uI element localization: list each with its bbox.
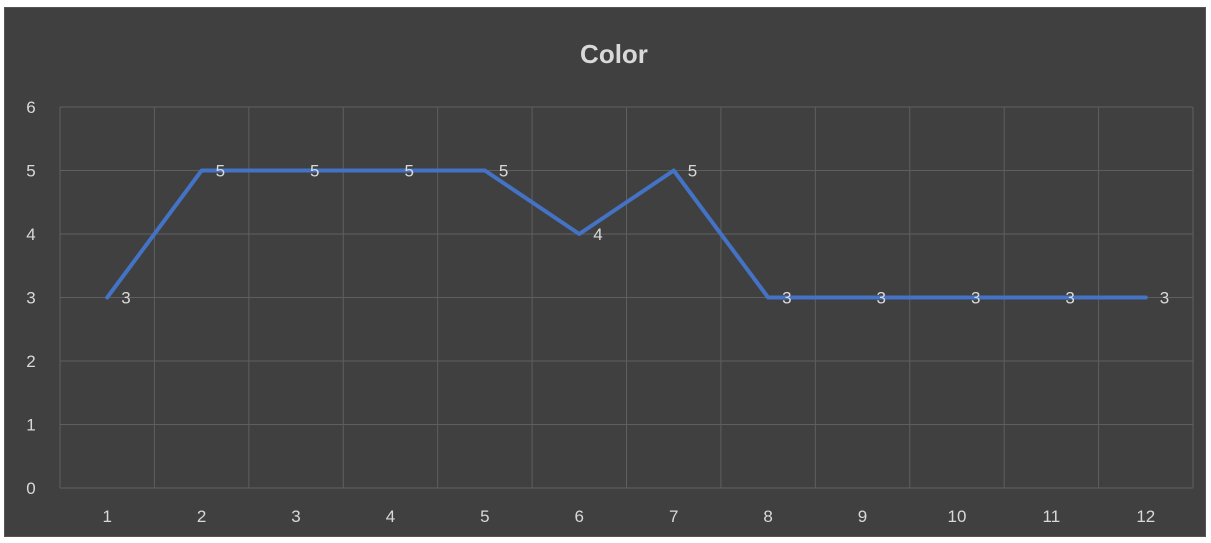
x-tick-label: 9 [858,507,867,526]
data-label: 5 [404,162,413,181]
data-label: 3 [782,289,791,308]
x-tick-label: 8 [763,507,772,526]
data-label: 3 [1065,289,1074,308]
y-tick-label: 5 [26,162,35,181]
x-tick-label: 6 [575,507,584,526]
data-labels: 3 5 5 5 5 4 5 3 3 3 3 3 [121,162,1169,308]
data-label: 3 [877,289,886,308]
data-label: 3 [121,289,130,308]
data-label: 4 [593,225,602,244]
series-line [105,168,1148,300]
y-tick-label: 0 [26,479,35,498]
x-tick-label: 2 [197,507,206,526]
x-tick-label: 12 [1136,507,1155,526]
x-tick-label: 10 [947,507,966,526]
y-tick-label: 3 [26,289,35,308]
x-tick-label: 5 [480,507,489,526]
y-tick-label: 1 [26,416,35,435]
y-axis-ticks: 0 1 2 3 4 5 6 [26,98,35,498]
data-label: 3 [971,289,980,308]
chart-title: Color [580,39,648,69]
data-label: 3 [1160,289,1169,308]
x-tick-label: 3 [291,507,300,526]
y-tick-label: 6 [26,98,35,117]
data-label: 5 [310,162,319,181]
x-tick-label: 11 [1043,507,1061,526]
y-tick-label: 4 [26,225,35,244]
x-tick-label: 4 [386,507,395,526]
data-label: 5 [499,162,508,181]
data-label: 5 [216,162,225,181]
x-axis-ticks: 1 2 3 4 5 6 7 8 9 10 11 12 [102,507,1155,526]
x-tick-label: 7 [669,507,678,526]
chart-area [4,7,1206,537]
y-tick-label: 2 [26,352,35,371]
series-layer [105,168,1148,300]
data-label: 5 [688,162,697,181]
x-tick-label: 1 [102,507,111,526]
